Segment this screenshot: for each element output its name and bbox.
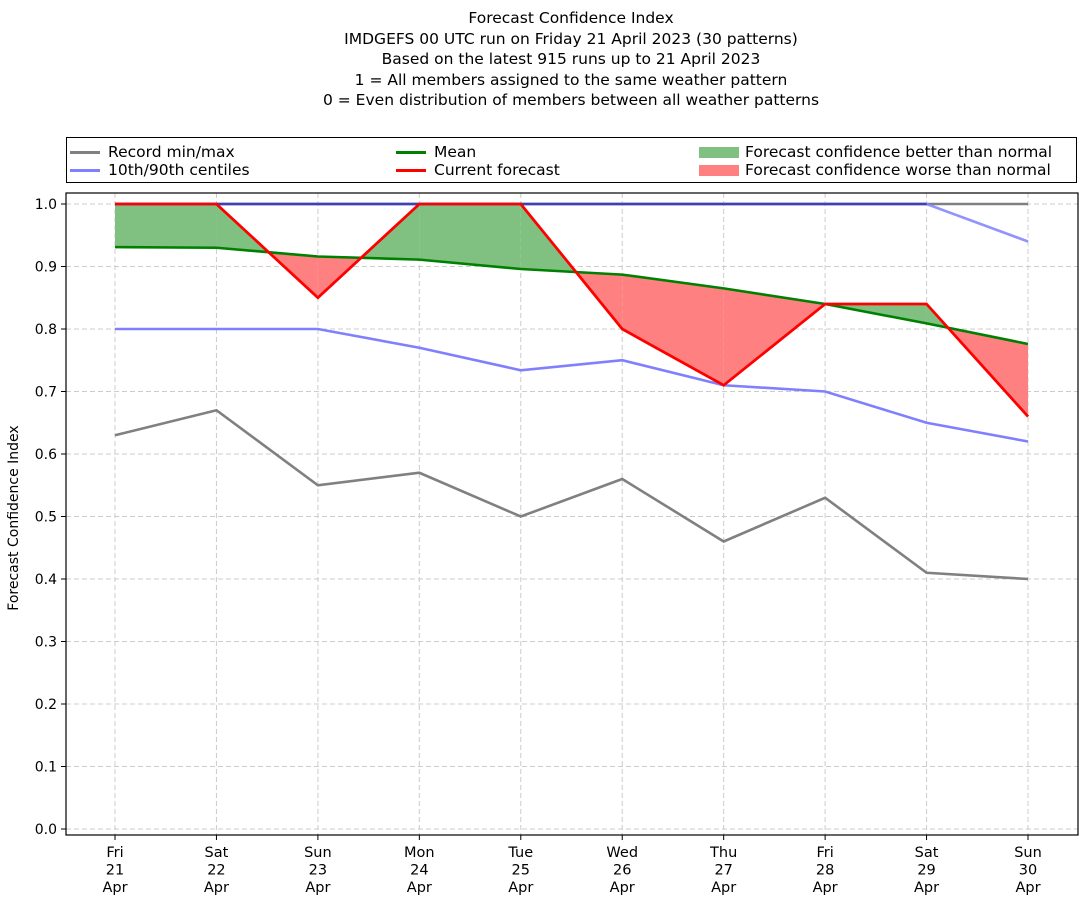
series-lines xyxy=(114,202,1029,581)
x-tick-label: 30 xyxy=(1019,863,1037,879)
x-tick-label: Apr xyxy=(204,880,229,896)
y-tick-label: 0.5 xyxy=(35,510,57,526)
legend-label-record: Record min/max xyxy=(108,143,235,161)
legend-swatch-centiles xyxy=(70,168,100,172)
x-tick-label: Sun xyxy=(304,845,332,861)
legend-item-record: Record min/max xyxy=(70,143,235,161)
x-tick-label: 26 xyxy=(613,863,631,879)
x-tick-label: 21 xyxy=(106,863,124,879)
x-tick-label: Sun xyxy=(1014,845,1042,861)
chart-title: Forecast Confidence Index xyxy=(468,9,674,27)
x-tick-label: Fri xyxy=(816,845,833,861)
series-line-record-min xyxy=(114,408,1029,581)
grid xyxy=(66,193,1078,835)
x-tick-label: Sat xyxy=(915,845,939,861)
y-tick-label: 0.1 xyxy=(35,760,57,776)
x-tick-label: Wed xyxy=(606,845,638,861)
x-tick-label: 28 xyxy=(816,863,834,879)
x-tick-label: 22 xyxy=(207,863,225,879)
y-tick-label: 0.0 xyxy=(35,822,57,838)
legend-swatch-current xyxy=(396,168,426,172)
fill-better xyxy=(419,204,521,269)
x-tick-label: Apr xyxy=(914,880,939,896)
legend-swatch-worse xyxy=(699,164,739,176)
x-tick-label: 29 xyxy=(917,863,935,879)
legend: Record min/max 10th/90th centiles Mean C… xyxy=(66,137,1077,183)
plot-frame xyxy=(65,192,1079,836)
legend-label-current: Current forecast xyxy=(434,161,560,179)
y-tick-label: 0.7 xyxy=(35,385,57,401)
x-tick-label: Apr xyxy=(102,880,127,896)
fill-worse xyxy=(723,288,826,386)
x-tick-label: Apr xyxy=(711,880,736,896)
chart-title-block: Forecast Confidence Index IMDGEFS 00 UTC… xyxy=(0,8,1092,111)
y-tick-label: 0.2 xyxy=(35,697,57,713)
x-tick-label: Apr xyxy=(610,880,635,896)
x-tick-label: Apr xyxy=(813,880,838,896)
x-tick-label: 27 xyxy=(714,863,732,879)
y-tick-label: 0.9 xyxy=(35,260,57,276)
legend-swatch-record xyxy=(70,150,100,154)
y-tick-label: 1.0 xyxy=(35,197,57,213)
legend-label-mean: Mean xyxy=(434,143,477,161)
legend-swatch-mean xyxy=(396,150,426,154)
chart-subtitle-2: Based on the latest 915 runs up to 21 Ap… xyxy=(381,50,761,68)
legend-item-centiles: 10th/90th centiles xyxy=(70,161,250,179)
legend-swatch-better xyxy=(699,146,739,158)
legend-label-worse: Forecast confidence worse than normal xyxy=(745,161,1051,179)
x-tick-label: Tue xyxy=(507,845,533,861)
chart-subtitle-1: IMDGEFS 00 UTC run on Friday 21 April 20… xyxy=(344,29,798,48)
x-tick-label: Apr xyxy=(508,880,533,896)
x-axis: Fri21AprSat22AprSun23AprMon24AprTue25Apr… xyxy=(102,835,1042,896)
y-tick-label: 0.3 xyxy=(35,635,57,651)
x-tick-label: Apr xyxy=(407,880,432,896)
series-line-current-forecast-top xyxy=(115,202,1029,418)
x-tick-label: 24 xyxy=(410,863,428,879)
y-tick-label: 0.4 xyxy=(35,572,57,588)
y-tick-label: 0.8 xyxy=(35,322,57,338)
series-line-10th-centile xyxy=(115,327,1029,443)
legend-item-worse: Forecast confidence worse than normal xyxy=(699,161,1051,179)
legend-label-centiles: 10th/90th centiles xyxy=(108,161,250,179)
x-tick-label: Fri xyxy=(106,845,123,861)
fill-worse xyxy=(622,274,724,386)
chart-subtitle-3: 1 = All members assigned to the same wea… xyxy=(354,70,788,89)
y-axis: 0.0 0.1 0.2 0.3 0.4 0.5 0.6 0.7 0.8 0.9 1.0 xyxy=(35,197,66,838)
x-tick-label: 25 xyxy=(512,863,530,879)
legend-item-current: Current forecast xyxy=(396,161,560,179)
legend-item-better: Forecast confidence better than normal xyxy=(699,143,1052,161)
x-tick-label: Apr xyxy=(305,880,330,896)
fill-better xyxy=(115,204,217,248)
x-tick-label: 23 xyxy=(309,863,327,879)
x-tick-label: Thu xyxy=(709,845,737,861)
x-tick-label: Apr xyxy=(1015,880,1040,896)
legend-item-mean: Mean xyxy=(396,143,476,161)
chart-subtitle-4: 0 = Even distribution of members between… xyxy=(322,91,820,109)
x-tick-label: Mon xyxy=(404,845,435,861)
legend-label-better: Forecast confidence better than normal xyxy=(745,143,1053,161)
x-tick-label: Sat xyxy=(205,845,229,861)
y-tick-label: 0.6 xyxy=(35,447,57,463)
